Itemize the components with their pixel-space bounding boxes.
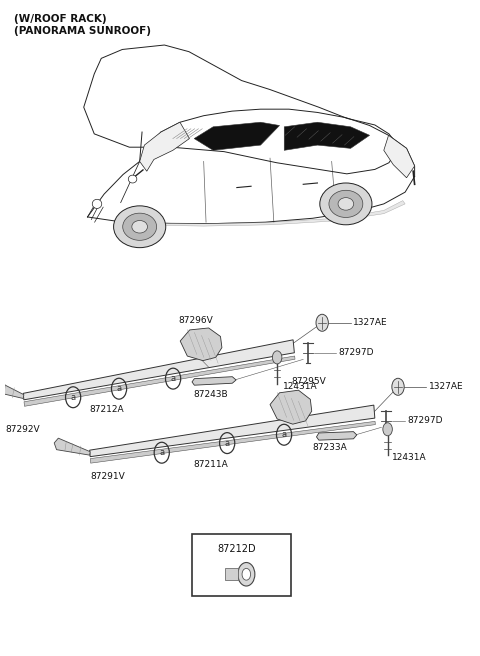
Ellipse shape [132, 220, 147, 233]
Text: 87297D: 87297D [339, 348, 374, 358]
Ellipse shape [128, 175, 137, 183]
Polygon shape [90, 421, 375, 463]
Text: (PANORAMA SUNROOF): (PANORAMA SUNROOF) [14, 26, 151, 36]
Polygon shape [24, 356, 295, 406]
Circle shape [383, 422, 392, 436]
Polygon shape [284, 122, 370, 150]
Ellipse shape [114, 206, 166, 248]
Text: 87233A: 87233A [312, 443, 348, 452]
Text: 87296V: 87296V [178, 316, 213, 325]
Text: a: a [225, 439, 230, 447]
Polygon shape [140, 122, 190, 171]
Polygon shape [23, 340, 294, 400]
Polygon shape [192, 377, 236, 385]
Polygon shape [180, 328, 222, 361]
Text: a: a [117, 384, 121, 393]
Polygon shape [54, 438, 90, 455]
Text: 87212A: 87212A [89, 405, 124, 414]
Text: 87295V: 87295V [291, 377, 326, 386]
Text: 87243B: 87243B [193, 390, 228, 399]
Text: a: a [204, 544, 209, 553]
Circle shape [238, 562, 255, 586]
Text: a: a [71, 393, 76, 401]
Polygon shape [316, 432, 357, 440]
Text: a: a [159, 448, 164, 457]
Ellipse shape [320, 183, 372, 225]
Bar [225, 568, 238, 580]
Polygon shape [194, 122, 279, 150]
Ellipse shape [123, 213, 156, 240]
Text: a: a [281, 430, 287, 440]
Text: 87211A: 87211A [193, 460, 228, 469]
Text: 1327AE: 1327AE [353, 318, 388, 327]
Circle shape [316, 314, 328, 331]
Circle shape [273, 351, 282, 364]
Polygon shape [0, 378, 24, 398]
Text: 12431A: 12431A [283, 382, 317, 391]
Ellipse shape [329, 190, 363, 218]
Ellipse shape [338, 197, 354, 210]
Text: 87292V: 87292V [5, 424, 40, 434]
Polygon shape [84, 45, 399, 174]
FancyBboxPatch shape [192, 534, 291, 596]
Text: 87297D: 87297D [408, 417, 443, 425]
Polygon shape [270, 390, 312, 424]
Polygon shape [123, 201, 405, 226]
Text: 1327AE: 1327AE [429, 382, 464, 391]
Text: 12431A: 12431A [392, 453, 427, 462]
Ellipse shape [92, 199, 102, 209]
Circle shape [392, 379, 404, 396]
Text: a: a [170, 374, 176, 383]
Text: 87212D: 87212D [217, 544, 255, 554]
Polygon shape [90, 405, 375, 457]
Text: 87291V: 87291V [91, 472, 125, 481]
Polygon shape [384, 135, 415, 178]
Circle shape [242, 568, 251, 580]
Text: (W/ROOF RACK): (W/ROOF RACK) [14, 14, 107, 24]
